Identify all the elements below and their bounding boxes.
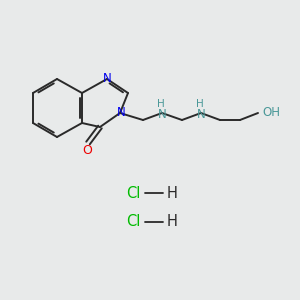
- Text: Cl: Cl: [126, 214, 140, 230]
- Text: H: H: [196, 99, 204, 109]
- Text: H: H: [167, 214, 177, 230]
- Text: H: H: [157, 99, 165, 109]
- Text: O: O: [82, 143, 92, 157]
- Text: N: N: [103, 73, 111, 85]
- Text: H: H: [167, 185, 177, 200]
- Text: N: N: [196, 109, 206, 122]
- Text: OH: OH: [262, 106, 280, 119]
- Text: N: N: [117, 106, 125, 119]
- Text: Cl: Cl: [126, 185, 140, 200]
- Text: N: N: [158, 109, 166, 122]
